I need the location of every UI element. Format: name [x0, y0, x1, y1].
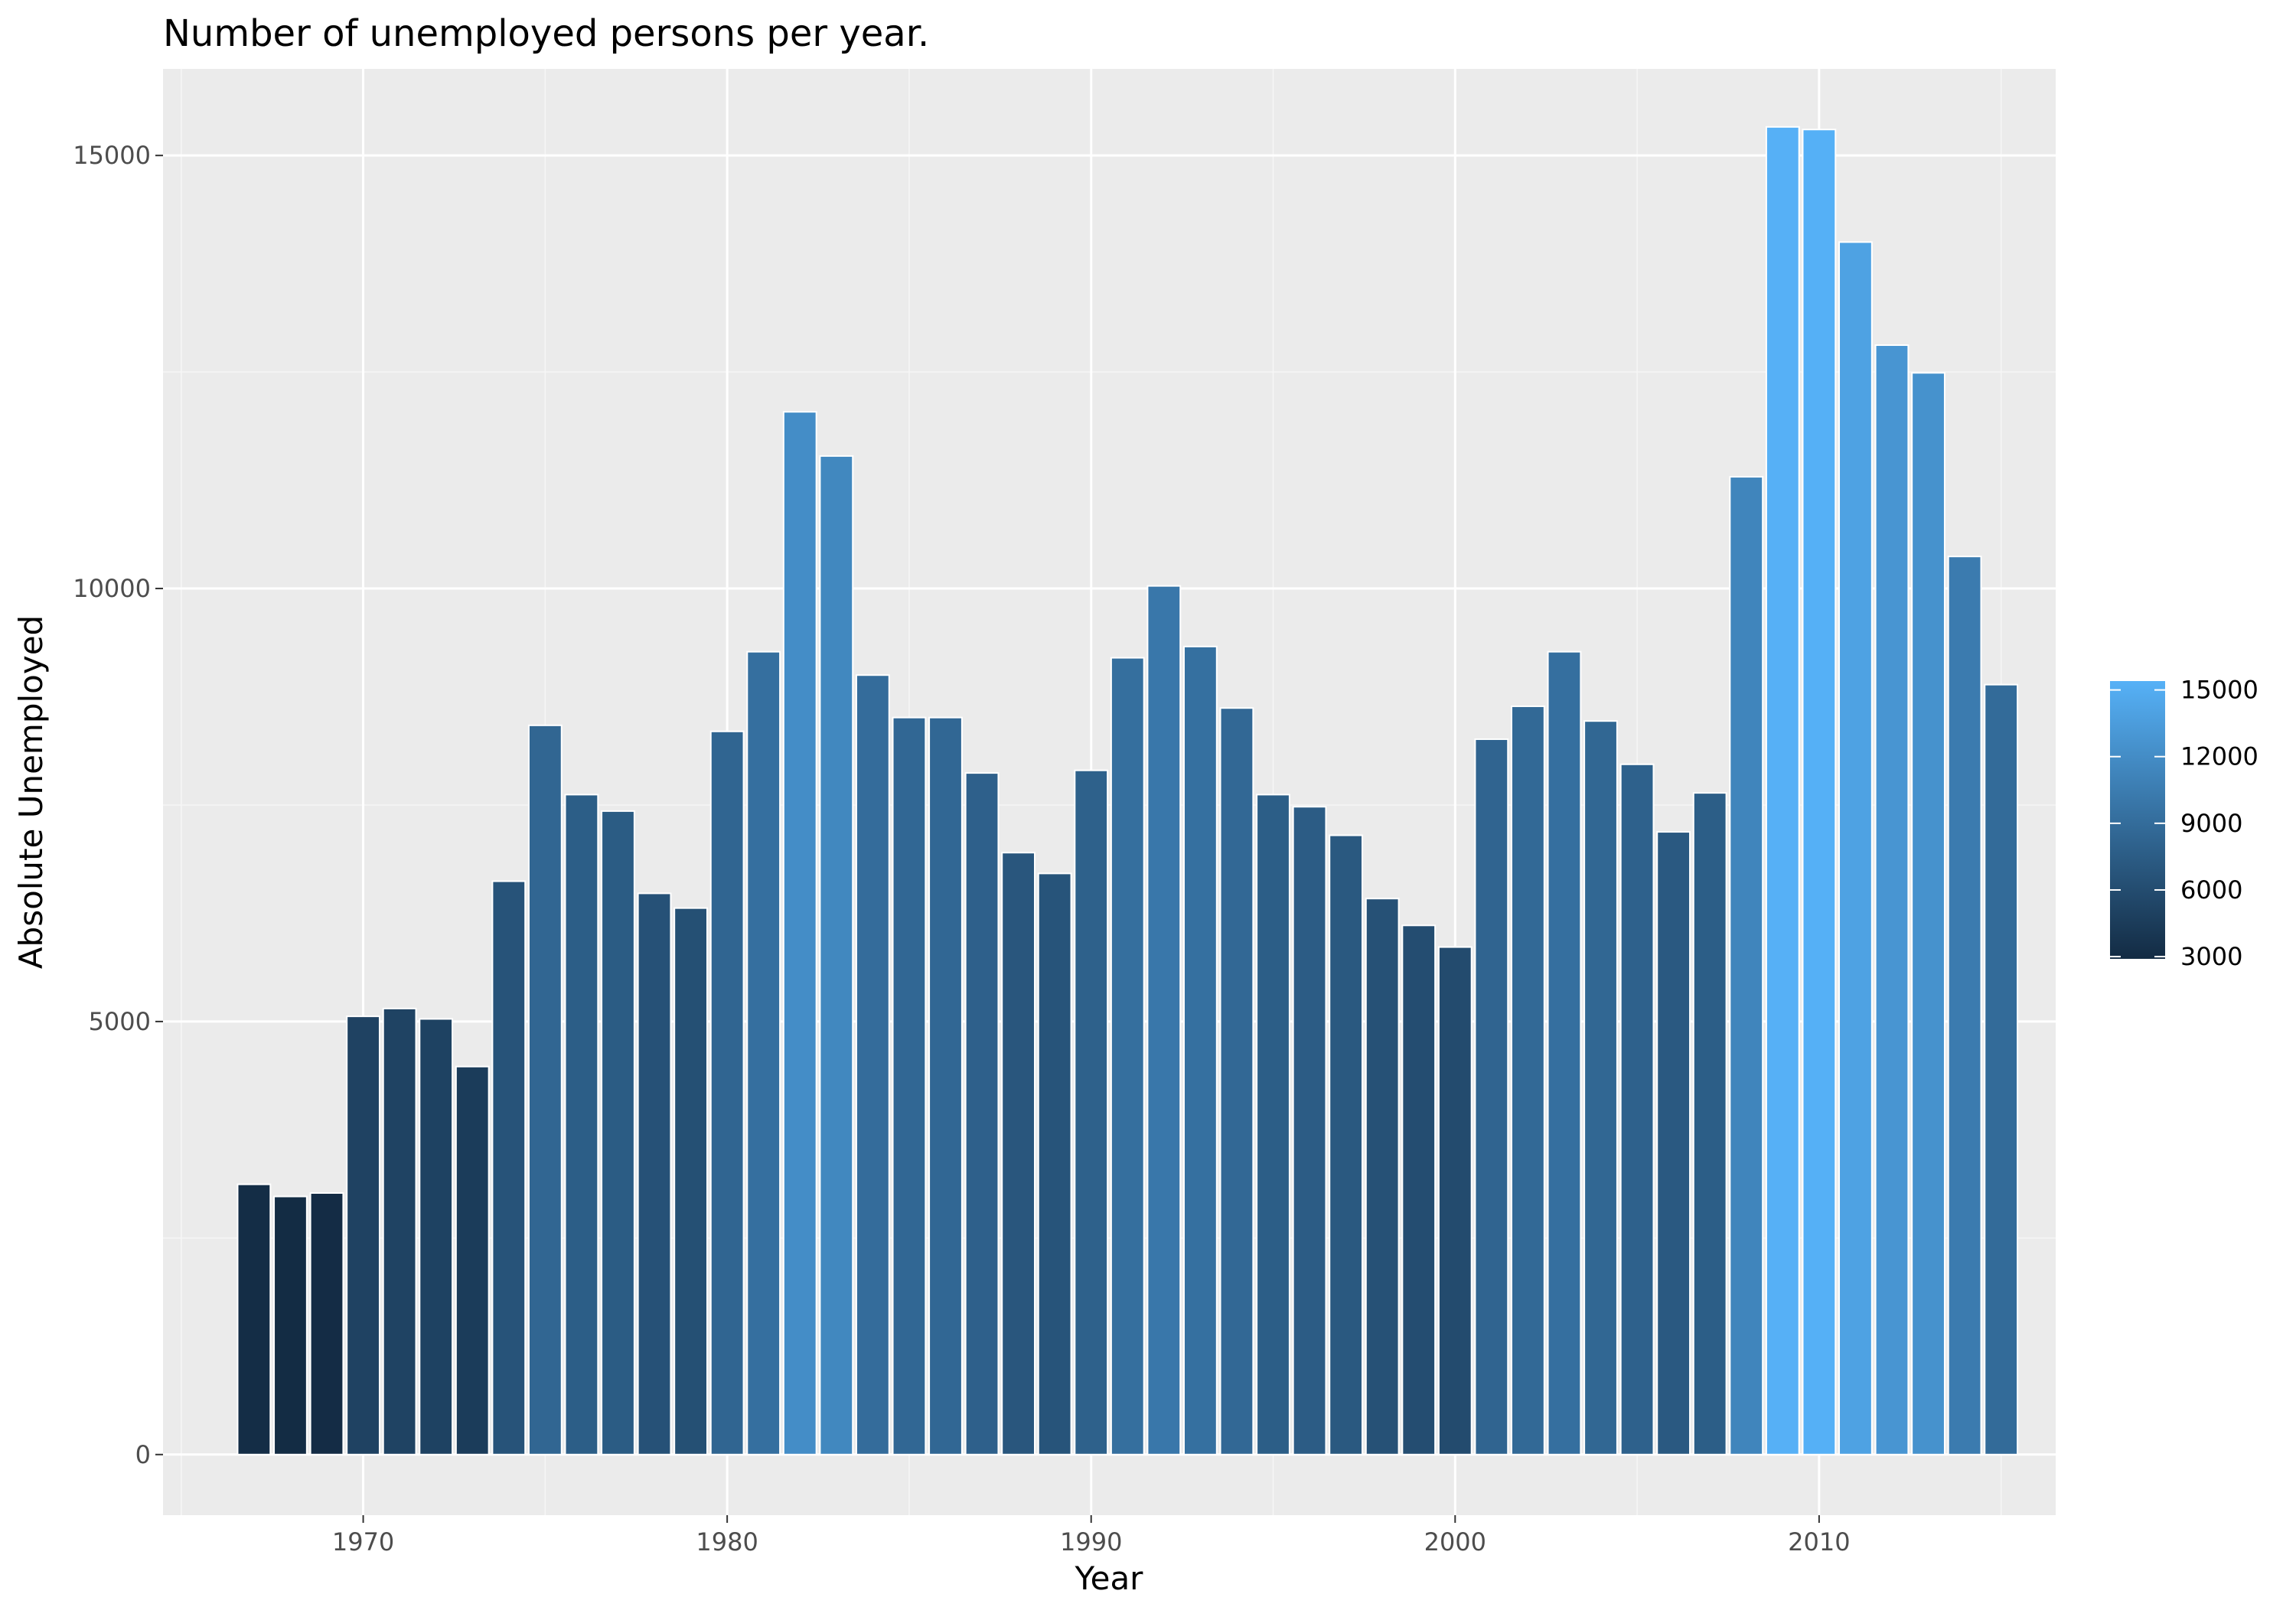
- y-tick-label: 15000: [73, 141, 151, 170]
- legend-colorbar: [2110, 681, 2165, 959]
- y-tick-label: 0: [135, 1440, 151, 1469]
- y-tick-label: 10000: [73, 574, 151, 603]
- bar-2000: [1437, 946, 1473, 1455]
- x-axis-title: Year: [1075, 1560, 1144, 1597]
- y-axis-title: Absolute Unemployed: [12, 615, 50, 969]
- bar-2013: [1911, 372, 1945, 1455]
- bar-1971: [382, 1007, 417, 1455]
- bar-2003: [1547, 650, 1582, 1455]
- bar-2015: [1984, 683, 2019, 1455]
- bar-1993: [1182, 645, 1218, 1455]
- bar-1990: [1074, 769, 1109, 1455]
- bar-2012: [1874, 344, 1910, 1455]
- y-tick-label: 5000: [89, 1007, 151, 1036]
- bar-1999: [1401, 924, 1437, 1455]
- bar-2010: [1802, 129, 1837, 1455]
- bar-2008: [1729, 476, 1764, 1455]
- x-tick-label: 1970: [332, 1527, 394, 1556]
- bar-1988: [1001, 852, 1036, 1455]
- legend-label: 9000: [2180, 809, 2242, 838]
- bar-1996: [1292, 806, 1327, 1455]
- bar-1979: [673, 907, 708, 1455]
- color-legend: 3000 6000 9000 12000 15000: [2110, 676, 2258, 971]
- bar-1967: [236, 1183, 272, 1455]
- bar-1992: [1146, 585, 1182, 1455]
- bar-1987: [964, 772, 1000, 1455]
- legend-label: 12000: [2180, 742, 2258, 771]
- bar-2014: [1947, 556, 1982, 1455]
- bar-1968: [273, 1195, 308, 1455]
- x-tick-label: 2010: [1788, 1527, 1850, 1556]
- bar-2009: [1765, 125, 1800, 1455]
- legend-label: 15000: [2180, 676, 2258, 705]
- bar-1997: [1329, 834, 1364, 1455]
- bar-1973: [455, 1065, 490, 1455]
- bar-1980: [709, 730, 745, 1455]
- bar-1985: [892, 716, 927, 1455]
- bar-series: [236, 125, 2019, 1455]
- bar-1995: [1256, 794, 1290, 1455]
- bar-1982: [782, 411, 817, 1455]
- bar-1994: [1219, 707, 1254, 1455]
- bar-1981: [746, 650, 781, 1455]
- x-tick-label: 1990: [1060, 1527, 1122, 1556]
- bar-1989: [1037, 872, 1072, 1455]
- bar-1976: [564, 794, 599, 1455]
- bar-2002: [1511, 705, 1545, 1455]
- bar-1991: [1110, 657, 1145, 1455]
- bar-1974: [491, 880, 527, 1455]
- bar-1970: [346, 1015, 380, 1455]
- bar-1983: [819, 455, 854, 1455]
- bar-1984: [855, 674, 890, 1455]
- x-axis: 1970 1980 1990 2000 2010: [332, 1515, 1851, 1556]
- bar-2005: [1619, 763, 1655, 1455]
- bar-1975: [527, 724, 563, 1455]
- legend-label: 3000: [2180, 942, 2242, 971]
- x-tick-label: 2000: [1424, 1527, 1486, 1556]
- legend-ticks: 3000 6000 9000 12000 15000: [2110, 676, 2258, 971]
- bar-1977: [601, 810, 635, 1455]
- bar-1978: [637, 892, 672, 1455]
- y-axis: 0 5000 10000 15000: [73, 141, 163, 1469]
- bar-1972: [419, 1018, 454, 1455]
- bar-2006: [1656, 831, 1691, 1455]
- bar-2004: [1583, 720, 1618, 1455]
- chart-title: Number of unemployed persons per year.: [163, 12, 929, 55]
- bar-2001: [1474, 738, 1509, 1455]
- bar-2007: [1692, 792, 1727, 1455]
- bar-1986: [928, 716, 963, 1455]
- legend-label: 6000: [2180, 875, 2242, 905]
- x-tick-label: 1980: [696, 1527, 758, 1556]
- bar-1998: [1365, 898, 1400, 1455]
- bar-1969: [309, 1191, 344, 1455]
- bar-2011: [1838, 241, 1873, 1455]
